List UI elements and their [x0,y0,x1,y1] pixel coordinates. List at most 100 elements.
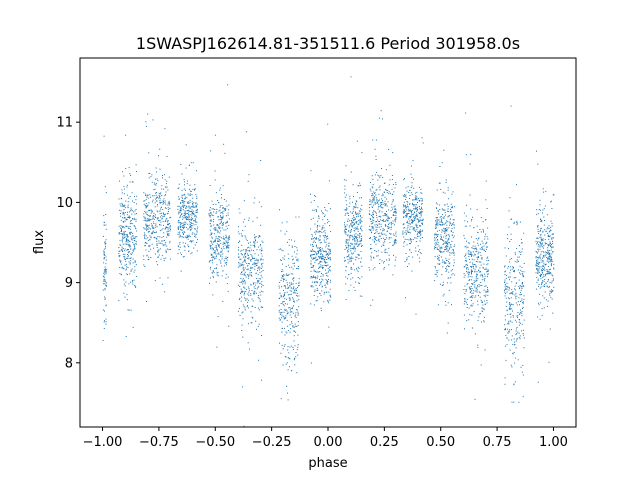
data-point [372,214,374,216]
data-point [328,251,330,253]
data-point [148,245,150,247]
data-point [186,213,188,214]
data-point [313,240,315,242]
data-point [344,232,346,234]
data-point [154,215,156,217]
data-point [453,265,454,267]
data-point [290,311,292,313]
data-point [191,252,193,254]
data-point [484,304,486,305]
data-point [537,248,539,250]
data-point [194,184,196,186]
data-point [541,283,543,285]
data-point [451,228,453,229]
data-point [251,316,253,318]
data-point [122,171,124,173]
data-point [329,265,331,267]
data-point [407,220,409,222]
data-point [119,273,121,275]
data-point [227,239,229,241]
data-point [150,228,152,230]
data-point [513,266,514,268]
data-point [318,262,320,264]
data-point [162,221,164,223]
data-point [224,262,226,264]
data-point [372,229,374,231]
data-point [177,229,179,230]
data-point [126,234,128,236]
data-point [468,286,470,288]
data-point [154,214,156,216]
data-point [408,222,410,224]
data-point [359,212,361,214]
data-point [402,233,404,235]
data-point [448,263,450,265]
data-point [128,251,130,253]
data-point [486,246,488,248]
data-point [419,231,421,233]
data-point [123,234,125,236]
data-point [352,237,354,239]
data-point [511,303,513,305]
data-point [513,352,515,353]
data-point [329,281,331,283]
data-point [326,280,328,281]
data-point [262,269,264,271]
data-point [256,328,257,330]
data-point [444,301,446,302]
data-point [225,207,227,209]
data-point [169,242,171,244]
data-point [523,271,525,273]
data-point [372,222,374,224]
data-point [444,263,446,264]
data-point [437,249,439,251]
data-point [416,215,418,217]
data-point [196,170,197,172]
data-point [377,225,379,226]
data-point [182,242,184,244]
data-point [549,243,551,245]
data-point [510,303,512,305]
data-point [448,198,450,200]
data-point [293,280,295,282]
data-point [435,267,436,269]
data-point [168,249,170,251]
data-point [247,250,249,252]
data-point [439,251,441,253]
data-point [156,247,158,248]
data-point [155,178,156,180]
data-point [418,221,420,222]
data-point [551,298,553,300]
data-point [133,236,135,238]
data-point [310,228,312,230]
data-point [131,181,133,183]
data-point [210,246,212,247]
data-point [184,249,186,251]
data-point [420,237,422,239]
data-point [289,309,291,311]
data-point [330,270,332,272]
data-point [325,262,326,264]
data-point [213,272,215,274]
data-point [355,281,357,283]
data-point [131,223,133,225]
data-point [105,268,107,270]
data-point [438,229,440,231]
data-point [146,242,148,244]
data-point [223,208,225,209]
data-point [468,272,470,274]
data-point [281,321,283,323]
data-point [196,211,198,213]
data-point [516,315,518,317]
data-point [228,237,230,239]
data-point [180,270,182,272]
data-point [184,236,186,238]
data-point [536,243,538,245]
data-point [130,253,132,255]
data-point [351,235,353,236]
data-point [438,264,440,265]
data-point [287,287,289,289]
data-point [443,240,445,242]
data-point [135,241,137,243]
data-point [279,342,280,344]
